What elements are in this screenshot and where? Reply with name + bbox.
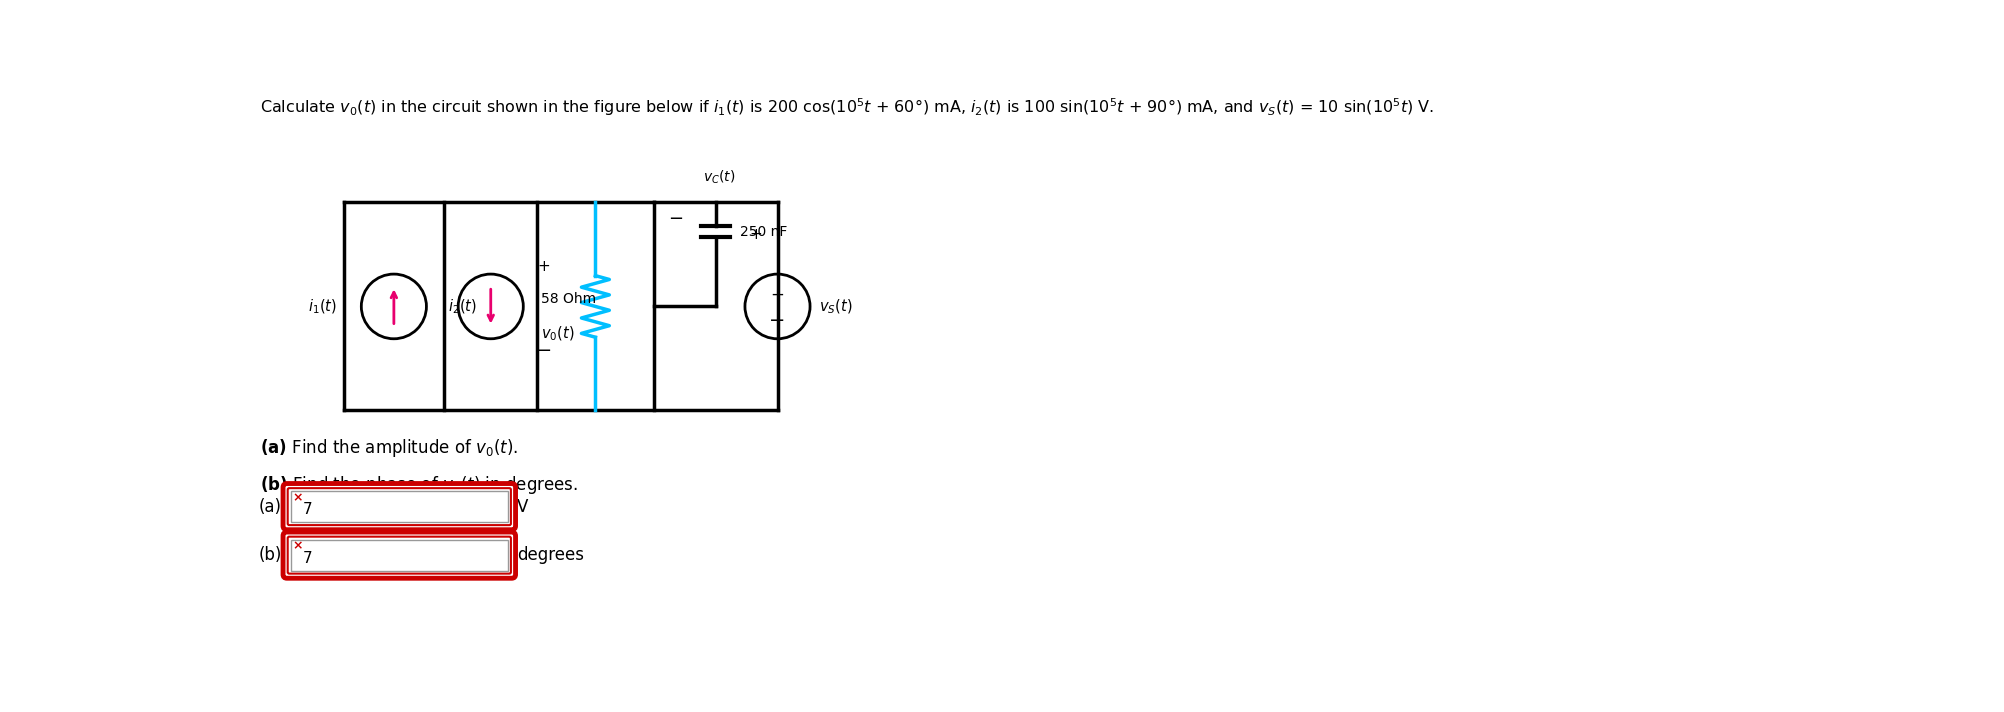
Text: $i_2(t)$: $i_2(t)$ xyxy=(449,297,477,315)
Text: −: − xyxy=(667,211,683,229)
Text: $v_S(t)$: $v_S(t)$ xyxy=(820,297,854,315)
FancyBboxPatch shape xyxy=(283,483,515,530)
Text: $v_0(t)$: $v_0(t)$ xyxy=(541,324,575,342)
Text: +: + xyxy=(537,259,549,274)
FancyBboxPatch shape xyxy=(291,540,507,570)
Text: 7: 7 xyxy=(303,503,313,518)
Text: ×: × xyxy=(293,491,303,504)
Text: +: + xyxy=(749,226,762,241)
Text: ×: × xyxy=(293,540,303,553)
Text: +: + xyxy=(772,286,784,304)
Text: 58 Ohm: 58 Ohm xyxy=(541,292,597,305)
Text: $\bf{(a)}$ Find the amplitude of $v_0(t)$.: $\bf{(a)}$ Find the amplitude of $v_0(t)… xyxy=(261,437,517,459)
FancyBboxPatch shape xyxy=(289,537,511,574)
FancyBboxPatch shape xyxy=(291,491,507,522)
Text: (a): (a) xyxy=(259,498,281,515)
Text: 7: 7 xyxy=(303,551,313,566)
FancyBboxPatch shape xyxy=(283,532,515,578)
Text: Calculate $v_0(t)$ in the circuit shown in the figure below if $i_1(t)$ is 200 c: Calculate $v_0(t)$ in the circuit shown … xyxy=(261,96,1435,118)
Text: 250 nF: 250 nF xyxy=(739,225,788,239)
Text: $\bf{(b)}$ Find the phase of $v_0(t)$ in degrees.: $\bf{(b)}$ Find the phase of $v_0(t)$ in… xyxy=(261,474,577,496)
Text: −: − xyxy=(535,342,551,360)
Text: degrees: degrees xyxy=(517,546,583,564)
Text: $i_1(t)$: $i_1(t)$ xyxy=(309,297,337,315)
FancyBboxPatch shape xyxy=(289,488,511,525)
Text: $v_C(t)$: $v_C(t)$ xyxy=(703,168,735,186)
Text: V: V xyxy=(517,498,529,515)
Text: (b): (b) xyxy=(259,546,281,564)
Text: −: − xyxy=(770,310,786,330)
